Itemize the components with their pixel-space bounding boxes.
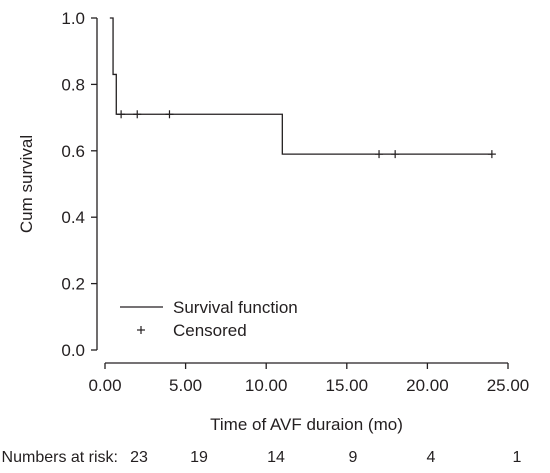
- legend-survival-label: Survival function: [173, 298, 298, 317]
- y-tick-label: 0.4: [61, 208, 85, 227]
- x-tick-label: 0.00: [88, 376, 121, 395]
- y-axis-title: Cum survival: [17, 135, 36, 233]
- x-axis-title: Time of AVF duraion (mo): [210, 415, 403, 434]
- survival-function-line: [109, 17, 492, 155]
- x-tick-label: 5.00: [169, 376, 202, 395]
- censored-marker: [165, 110, 174, 119]
- y-tick-label: 0.8: [61, 75, 85, 94]
- y-tick-label: 0.6: [61, 142, 85, 161]
- x-tick-label: 15.00: [326, 376, 369, 395]
- y-tick-label: 0.2: [61, 275, 85, 294]
- risk-table-value: 1: [513, 449, 522, 466]
- risk-table-value: 9: [349, 449, 358, 466]
- legend-censored-label: Censored: [173, 321, 247, 340]
- x-tick-label: 10.00: [245, 376, 288, 395]
- risk-table-label: Numbers at risk:: [2, 449, 118, 466]
- y-tick-label: 0.0: [61, 341, 85, 360]
- risk-table-value: 19: [190, 449, 208, 466]
- censored-marker: [117, 110, 126, 119]
- x-tick-label: 20.00: [406, 376, 449, 395]
- y-tick-label: 1.0: [61, 9, 85, 28]
- risk-table-value: 14: [267, 449, 285, 466]
- risk-table-value: 23: [130, 449, 148, 466]
- x-tick-label: 25.00: [487, 376, 530, 395]
- censored-marker: [375, 150, 384, 159]
- censored-marker: [391, 150, 400, 159]
- censored-marker: [133, 110, 142, 119]
- censored-marker: [487, 150, 496, 159]
- risk-table-value: 4: [427, 449, 436, 466]
